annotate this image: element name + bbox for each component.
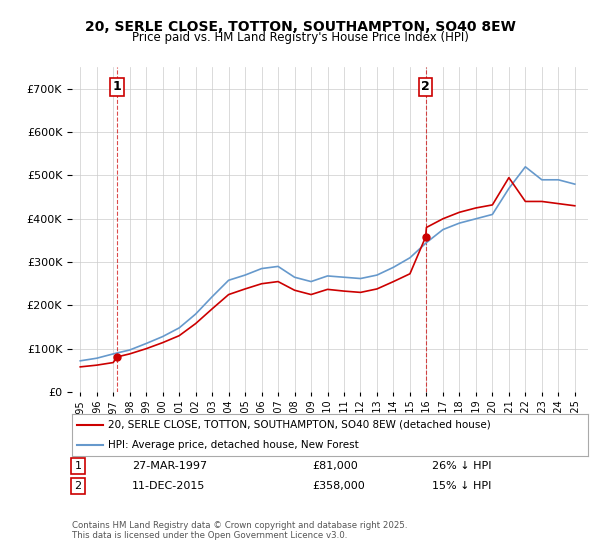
Text: 1: 1	[74, 461, 82, 471]
Text: 26% ↓ HPI: 26% ↓ HPI	[432, 461, 491, 471]
Text: 11-DEC-2015: 11-DEC-2015	[132, 481, 205, 491]
Text: Price paid vs. HM Land Registry's House Price Index (HPI): Price paid vs. HM Land Registry's House …	[131, 31, 469, 44]
Text: Contains HM Land Registry data © Crown copyright and database right 2025.
This d: Contains HM Land Registry data © Crown c…	[72, 521, 407, 540]
Text: 27-MAR-1997: 27-MAR-1997	[132, 461, 207, 471]
Text: 2: 2	[74, 481, 82, 491]
Text: 20, SERLE CLOSE, TOTTON, SOUTHAMPTON, SO40 8EW (detached house): 20, SERLE CLOSE, TOTTON, SOUTHAMPTON, SO…	[108, 420, 491, 430]
Text: 15% ↓ HPI: 15% ↓ HPI	[432, 481, 491, 491]
Text: HPI: Average price, detached house, New Forest: HPI: Average price, detached house, New …	[108, 440, 359, 450]
Text: 20, SERLE CLOSE, TOTTON, SOUTHAMPTON, SO40 8EW: 20, SERLE CLOSE, TOTTON, SOUTHAMPTON, SO…	[85, 20, 515, 34]
Text: £81,000: £81,000	[312, 461, 358, 471]
Text: 2: 2	[421, 80, 430, 93]
Text: 1: 1	[113, 80, 121, 93]
Text: £358,000: £358,000	[312, 481, 365, 491]
